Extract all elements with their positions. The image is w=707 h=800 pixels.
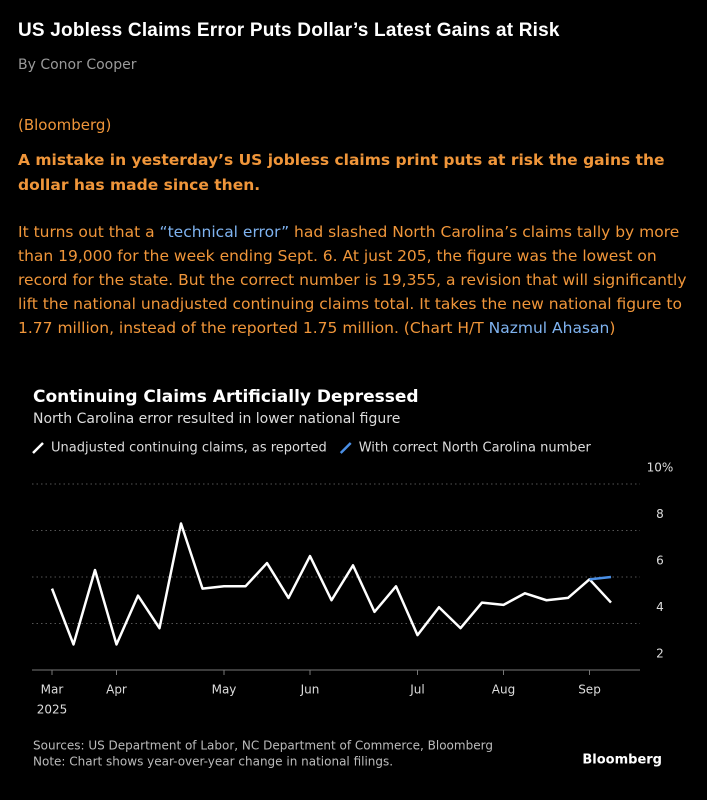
text: ) bbox=[609, 319, 616, 337]
lead: A mistake in yesterday’s US jobless clai… bbox=[18, 151, 665, 194]
x-tick-label: Sep bbox=[578, 683, 601, 697]
series-line bbox=[589, 575, 612, 581]
body-text: It turns out that a “technical error” ha… bbox=[18, 220, 698, 340]
y-tick-label: 8 bbox=[656, 507, 664, 521]
legend-swatch bbox=[32, 442, 44, 454]
link[interactable]: Nazmul Ahasan bbox=[488, 319, 610, 337]
x-sublabel: 2025 bbox=[37, 703, 68, 717]
x-tick-label: Apr bbox=[106, 683, 127, 697]
byline: By Conor Cooper bbox=[18, 57, 137, 73]
legend-swatch bbox=[339, 442, 352, 454]
y-tick-label: 10% bbox=[647, 461, 674, 475]
chart-title: Continuing Claims Artificially Depressed bbox=[33, 387, 419, 407]
x-tick-label: May bbox=[212, 683, 237, 697]
x-tick-label: Aug bbox=[492, 683, 515, 697]
sources: Sources: US Department of Labor, NC Depa… bbox=[33, 739, 493, 753]
legend-label: Unadjusted continuing claims, as reporte… bbox=[51, 441, 327, 456]
chart-subtitle: North Carolina error resulted in lower n… bbox=[33, 411, 400, 427]
y-tick-label: 2 bbox=[656, 647, 664, 661]
series-line bbox=[50, 522, 612, 646]
text: It turns out that a bbox=[18, 223, 160, 241]
legend-label: With correct North Carolina number bbox=[359, 441, 592, 456]
chart: Continuing Claims Artificially Depressed… bbox=[32, 387, 674, 769]
logo: Bloomberg bbox=[582, 753, 662, 768]
note: Note: Chart shows year-over-year change … bbox=[33, 755, 393, 769]
link[interactable]: “technical error” bbox=[159, 223, 290, 241]
headline: US Jobless Claims Error Puts Dollar’s La… bbox=[18, 20, 560, 41]
x-tick-label: Mar bbox=[41, 683, 64, 697]
source: (Bloomberg) bbox=[18, 116, 112, 134]
x-tick-label: Jul bbox=[409, 683, 424, 697]
y-tick-label: 6 bbox=[656, 554, 664, 568]
y-tick-label: 4 bbox=[656, 600, 664, 614]
x-tick-label: Jun bbox=[300, 683, 320, 697]
text: had slashed North Carolina’s claims tall… bbox=[18, 223, 687, 337]
